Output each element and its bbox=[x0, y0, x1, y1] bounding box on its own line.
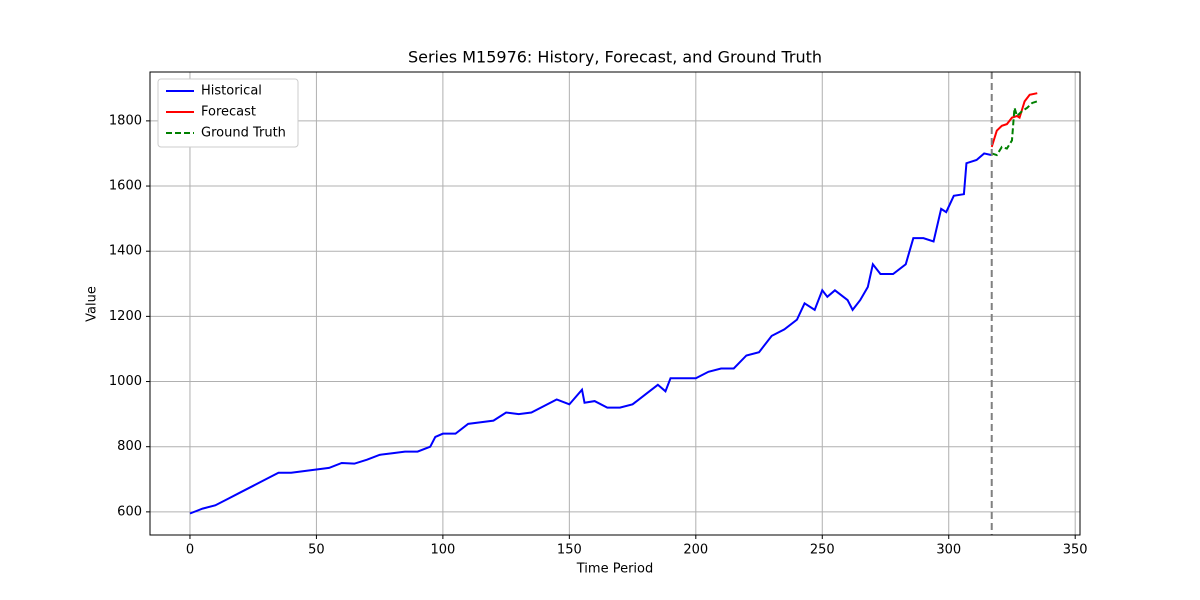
x-axis-label: Time Period bbox=[576, 562, 653, 577]
x-tick-label: 100 bbox=[430, 543, 455, 558]
x-tick-label: 200 bbox=[683, 543, 708, 558]
y-tick-label: 1200 bbox=[109, 309, 142, 324]
x-tick-label: 150 bbox=[557, 543, 582, 558]
x-tick-label: 300 bbox=[936, 543, 961, 558]
y-axis-label: Value bbox=[85, 286, 100, 322]
y-tick-label: 1000 bbox=[109, 374, 142, 389]
y-tick-label: 1800 bbox=[109, 113, 142, 128]
legend-label: Historical bbox=[201, 84, 262, 99]
series-line bbox=[991, 100, 1038, 157]
y-tick-label: 1400 bbox=[109, 244, 142, 259]
x-tick-label: 50 bbox=[308, 543, 325, 558]
series-line bbox=[990, 92, 1038, 148]
plot-frame bbox=[149, 71, 1081, 536]
x-tick-label: 0 bbox=[186, 543, 194, 558]
x-tick-label: 350 bbox=[1063, 543, 1088, 558]
x-tick-label: 250 bbox=[810, 543, 835, 558]
series-line bbox=[189, 152, 992, 515]
legend: Historical Forecast Ground Truth bbox=[157, 78, 299, 148]
legend-label: Forecast bbox=[201, 105, 256, 120]
y-tick-label: 1600 bbox=[109, 179, 142, 194]
legend-label: Ground Truth bbox=[201, 126, 286, 141]
legend-box bbox=[157, 78, 299, 148]
y-tick-label: 800 bbox=[117, 439, 142, 454]
chart-title: Series M15976: History, Forecast, and Gr… bbox=[408, 48, 822, 67]
y-tick-label: 600 bbox=[117, 504, 142, 519]
